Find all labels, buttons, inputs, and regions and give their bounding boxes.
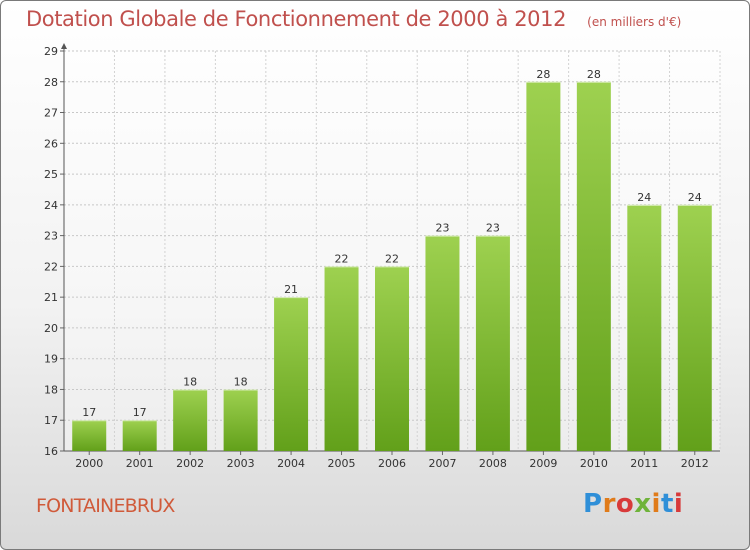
- x-tick-label-2000: 2000: [75, 457, 103, 470]
- bar-2000: [72, 420, 107, 451]
- y-tick-label: 25: [44, 168, 58, 181]
- y-tick-label: 16: [44, 445, 58, 458]
- value-label-2009: 28: [536, 68, 550, 81]
- x-tick-label-2003: 2003: [227, 457, 255, 470]
- value-label-2011: 24: [637, 191, 651, 204]
- y-tick-label: 23: [44, 230, 58, 243]
- title-row: Dotation Globale de Fonctionnement de 20…: [26, 7, 681, 31]
- value-label-2003: 18: [234, 375, 248, 388]
- value-label-2001: 17: [133, 406, 147, 419]
- proxiti-logo: Proxiti: [583, 489, 684, 519]
- bar-2009: [526, 81, 561, 452]
- bar-2001: [122, 420, 157, 451]
- bar-2007: [425, 235, 460, 451]
- x-tick-label-2007: 2007: [428, 457, 456, 470]
- x-tick-label-2005: 2005: [328, 457, 356, 470]
- value-label-2010: 28: [587, 68, 601, 81]
- y-tick-label: 28: [44, 76, 58, 89]
- value-label-2007: 23: [435, 222, 449, 235]
- x-tick-label-2009: 2009: [529, 457, 557, 470]
- x-tick-label-2012: 2012: [681, 457, 709, 470]
- y-tick-label: 22: [44, 260, 58, 273]
- value-label-2000: 17: [82, 406, 96, 419]
- value-label-2012: 24: [688, 191, 702, 204]
- value-label-2008: 23: [486, 222, 500, 235]
- place-name: FONTAINEBRUX: [36, 495, 175, 517]
- chart-subtitle: (en milliers d'€): [587, 15, 682, 29]
- bar-2011: [627, 204, 662, 451]
- x-tick-label-2008: 2008: [479, 457, 507, 470]
- y-tick-label: 24: [44, 199, 58, 212]
- y-tick-label: 20: [44, 322, 58, 335]
- bar-layer: [72, 81, 712, 452]
- y-tick-label: 18: [44, 383, 58, 396]
- bar-2003: [223, 389, 258, 451]
- y-tick-label: 19: [44, 353, 58, 366]
- y-tick-label: 21: [44, 291, 58, 304]
- x-tick-label-2006: 2006: [378, 457, 406, 470]
- bar-2010: [576, 81, 611, 452]
- value-label-2005: 22: [335, 252, 349, 265]
- chart-title: Dotation Globale de Fonctionnement de 20…: [26, 7, 567, 31]
- bar-2012: [677, 204, 712, 451]
- bar-2004: [274, 297, 309, 451]
- bar-2002: [173, 389, 208, 451]
- x-tick-label-2011: 2011: [630, 457, 658, 470]
- bar-2008: [475, 235, 510, 451]
- x-tick-label-2004: 2004: [277, 457, 305, 470]
- axis-layer: 16 17 18 19 20 21 22 23 24 25 26 27 28 29 2000 2001 2002…: [44, 43, 720, 470]
- y-tick-label: 17: [44, 414, 58, 427]
- label-layer: 17 17 18 18 21 22 22 23 23 28 28 24 24: [82, 68, 702, 419]
- y-tick-label: 29: [44, 45, 58, 58]
- y-tick-label: 26: [44, 137, 58, 150]
- bar-2005: [324, 266, 359, 451]
- value-label-2004: 21: [284, 283, 298, 296]
- value-label-2002: 18: [183, 375, 197, 388]
- x-tick-label-2002: 2002: [176, 457, 204, 470]
- y-tick-label: 27: [44, 107, 58, 120]
- x-tick-label-2001: 2001: [126, 457, 154, 470]
- bar-2006: [375, 266, 409, 451]
- y-axis-arrow: [61, 43, 67, 49]
- value-label-2006: 22: [385, 252, 399, 265]
- x-tick-label-2010: 2010: [580, 457, 608, 470]
